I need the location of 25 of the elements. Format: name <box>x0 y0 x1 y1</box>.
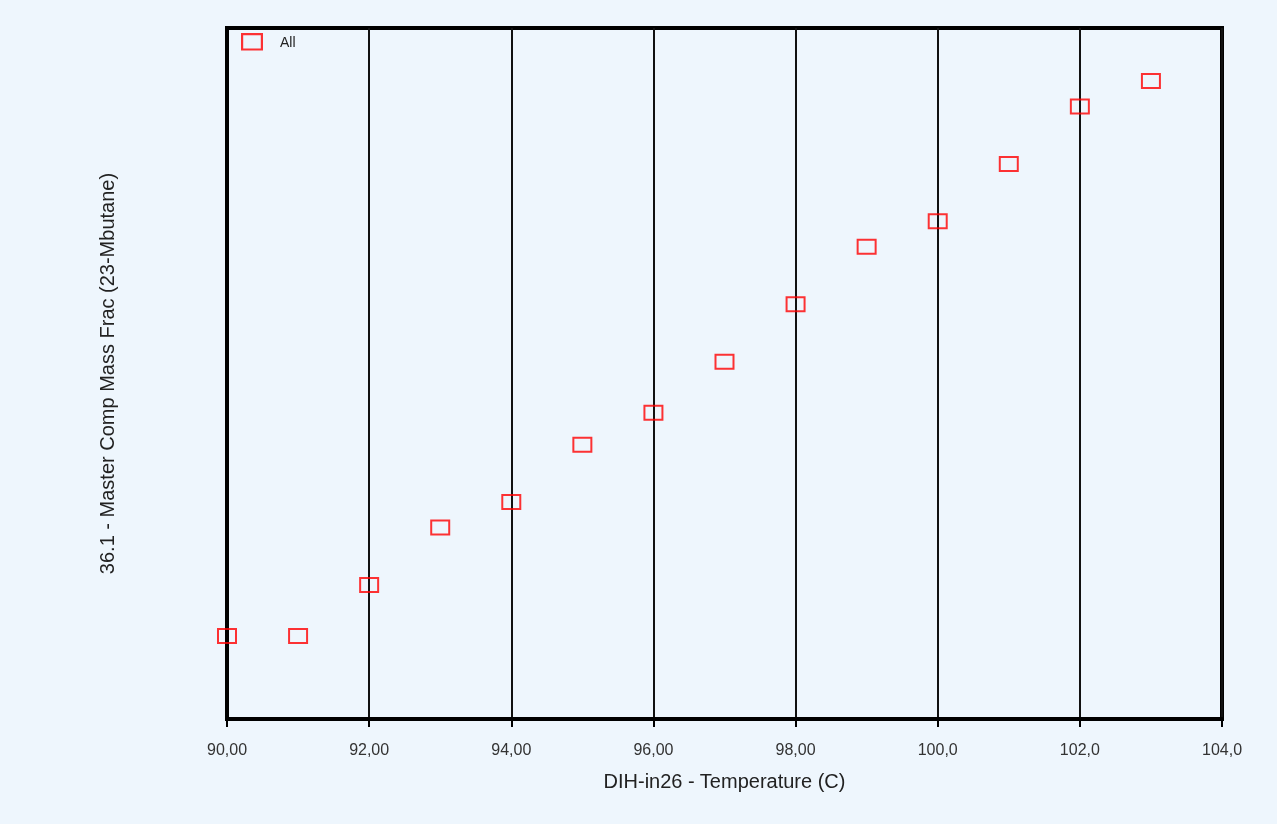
point <box>359 577 380 594</box>
point <box>643 404 664 421</box>
point <box>501 494 522 511</box>
legend-label: All <box>280 33 296 50</box>
x-tick-label: 94,00 <box>491 740 532 758</box>
x-tick-label: 90,00 <box>206 740 248 758</box>
point <box>1140 72 1161 89</box>
x-tick-label: 100,0 <box>917 740 958 758</box>
x-tick-label: 96,00 <box>633 740 674 758</box>
point <box>785 296 806 313</box>
point <box>217 628 237 645</box>
y-axis-title: 36.1 - Master Comp Mass Frac (23-Mbutane) <box>96 172 118 575</box>
point <box>856 238 877 255</box>
point <box>430 519 451 536</box>
point <box>998 155 1019 172</box>
point <box>714 353 735 370</box>
x-tick-label: 92,00 <box>349 740 390 758</box>
point <box>572 436 593 453</box>
x-tick-label: 98,00 <box>775 740 816 758</box>
x-tick-label: 104,0 <box>1201 740 1243 758</box>
point <box>288 628 309 645</box>
point <box>927 213 948 230</box>
point <box>1069 98 1090 115</box>
x-tick-label: 102,0 <box>1059 740 1100 758</box>
x-axis-title: DIH-in26 - Temperature (C) <box>603 770 846 792</box>
